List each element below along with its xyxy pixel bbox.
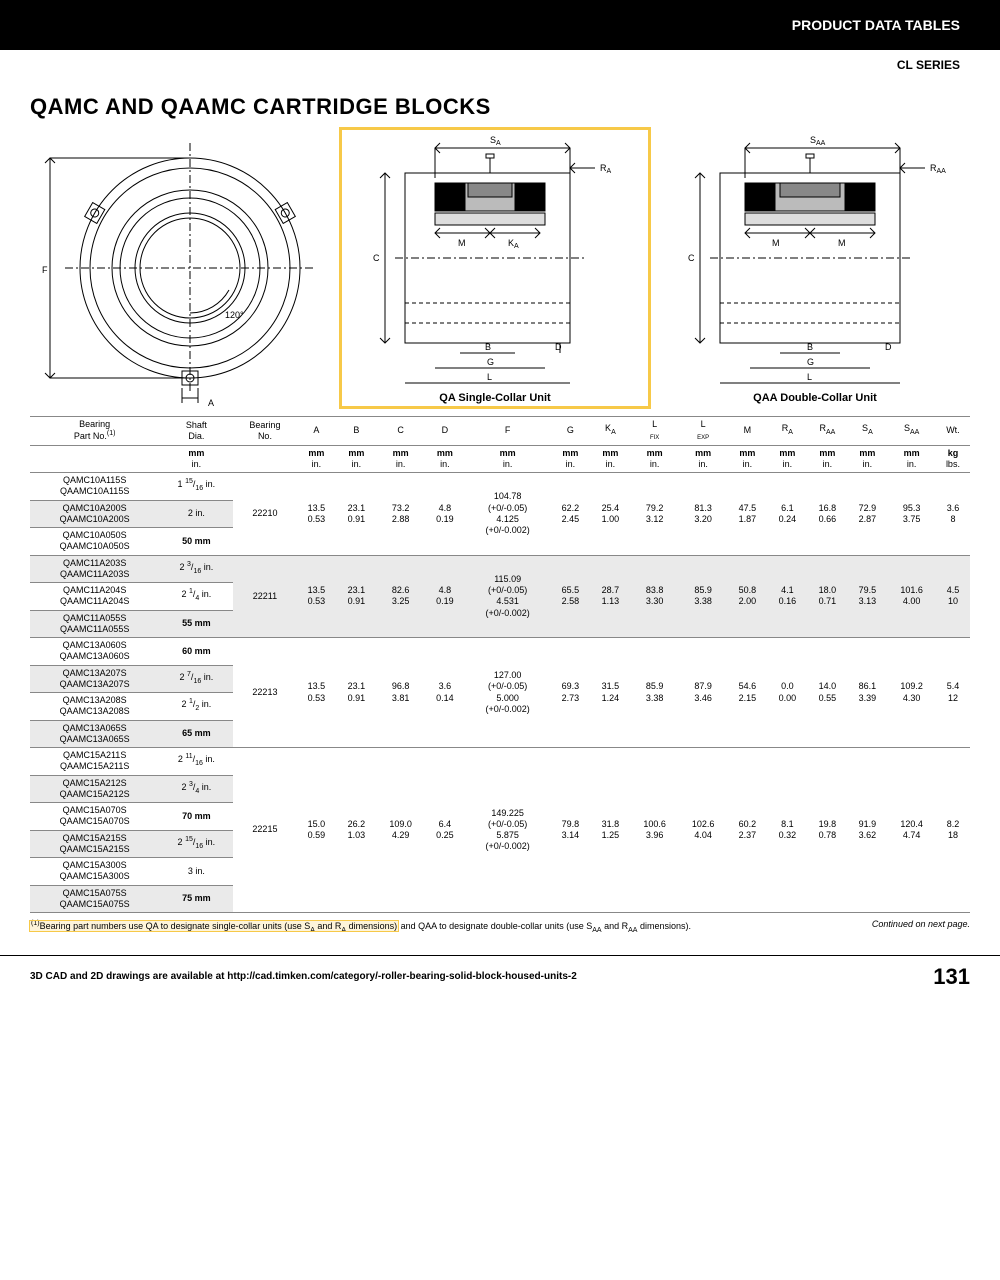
svg-text:G: G <box>487 357 494 367</box>
svg-text:M: M <box>838 238 846 248</box>
svg-text:RAA: RAA <box>930 163 946 175</box>
page-title: QAMC AND QAAMC CARTRIDGE BLOCKS <box>30 94 970 120</box>
footnote-row: (1)Bearing part numbers use QA to design… <box>30 919 970 935</box>
caption-qaa: QAA Double-Collar Unit <box>660 392 970 404</box>
diagram-qa-single: SA RA M KA C B D G L QA Single-Collar Un… <box>340 128 650 408</box>
footer-bar: 3D CAD and 2D drawings are available at … <box>0 955 1000 1006</box>
svg-text:L: L <box>487 372 492 382</box>
svg-text:L: L <box>807 372 812 382</box>
svg-text:F: F <box>42 265 48 275</box>
svg-text:RA: RA <box>600 163 612 175</box>
svg-text:C: C <box>688 253 695 263</box>
svg-text:SA: SA <box>490 135 501 147</box>
table-body: QAMC10A115SQAAMC10A115S1 15/16 in.222101… <box>30 473 970 913</box>
header-bar: PRODUCT DATA TABLES <box>0 0 1000 50</box>
diagram-qaa-double: SAA RAA M M C B D G L QAA Double-Collar … <box>660 128 970 408</box>
diagram-row: F A 120° <box>30 128 970 408</box>
data-table: BearingPart No.(1)ShaftDia.BearingNo.ABC… <box>30 416 970 913</box>
series-label: CL SERIES <box>0 50 1000 84</box>
header-section: PRODUCT DATA TABLES <box>792 17 960 33</box>
svg-text:B: B <box>485 342 491 352</box>
footer-note: 3D CAD and 2D drawings are available at … <box>30 971 577 982</box>
svg-text:G: G <box>807 357 814 367</box>
continued-note: Continued on next page. <box>872 919 970 929</box>
svg-text:B: B <box>807 342 813 352</box>
svg-text:D: D <box>555 342 562 352</box>
footnote-part2: and QAA to designate double-collar units… <box>398 921 691 931</box>
svg-text:D: D <box>885 342 892 352</box>
svg-text:SAA: SAA <box>810 135 826 147</box>
table-head: BearingPart No.(1)ShaftDia.BearingNo.ABC… <box>30 417 970 473</box>
svg-text:A: A <box>208 398 214 408</box>
svg-text:KA: KA <box>508 238 519 250</box>
caption-qa: QA Single-Collar Unit <box>340 392 650 404</box>
svg-text:M: M <box>458 238 466 248</box>
page-number: 131 <box>933 964 970 990</box>
diagram-front-view: F A 120° <box>30 128 330 408</box>
footnote-text: (1)Bearing part numbers use QA to design… <box>30 919 691 935</box>
svg-text:C: C <box>373 253 380 263</box>
svg-text:120°: 120° <box>225 310 244 320</box>
footnote-part1: Bearing part numbers use QA to designate… <box>40 921 398 931</box>
svg-text:M: M <box>772 238 780 248</box>
